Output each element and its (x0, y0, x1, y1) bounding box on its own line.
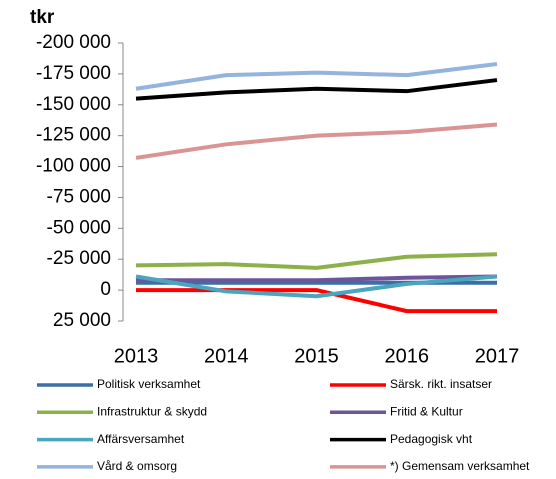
y-tick-label: 25 000 (53, 310, 111, 331)
y-tick-label: -50 000 (47, 217, 111, 238)
y-tick-label: -175 000 (36, 63, 111, 84)
legend-label: Särsk. rikt. insatser (390, 377, 492, 391)
legend-label: *) Gemensam verksamhet (390, 459, 530, 473)
y-axis-title: tkr (30, 7, 55, 28)
series-line (135, 62, 498, 91)
x-tick-label: 2015 (294, 345, 339, 367)
x-tick-label: 2013 (114, 345, 159, 367)
series-line (135, 252, 498, 270)
y-tick-label: -75 000 (47, 186, 111, 207)
y-tick-label: -25 000 (47, 248, 111, 269)
x-tick-label: 2017 (475, 345, 520, 367)
series-line (136, 274, 498, 283)
y-tick-label: -150 000 (36, 94, 111, 115)
legend-label: Politisk verksamhet (97, 377, 201, 391)
y-tick-label: 0 (100, 279, 111, 300)
legend-label: Affärsversamhet (97, 432, 185, 446)
x-tick-label: 2016 (385, 345, 430, 367)
y-tick-label: -200 000 (36, 32, 111, 53)
series-line (135, 122, 498, 160)
series-line (135, 78, 498, 101)
legend-label: Vård & omsorg (97, 459, 177, 473)
legend-label: Pedagogisk vht (390, 432, 473, 446)
x-tick-label: 2014 (204, 345, 249, 367)
series-line (136, 288, 497, 314)
legend-label: Fritid & Kultur (390, 404, 463, 418)
legend-label: Infrastruktur & skydd (97, 404, 207, 418)
series-line (135, 274, 498, 299)
y-tick-label: -100 000 (36, 156, 111, 177)
y-tick-label: -125 000 (36, 125, 111, 146)
